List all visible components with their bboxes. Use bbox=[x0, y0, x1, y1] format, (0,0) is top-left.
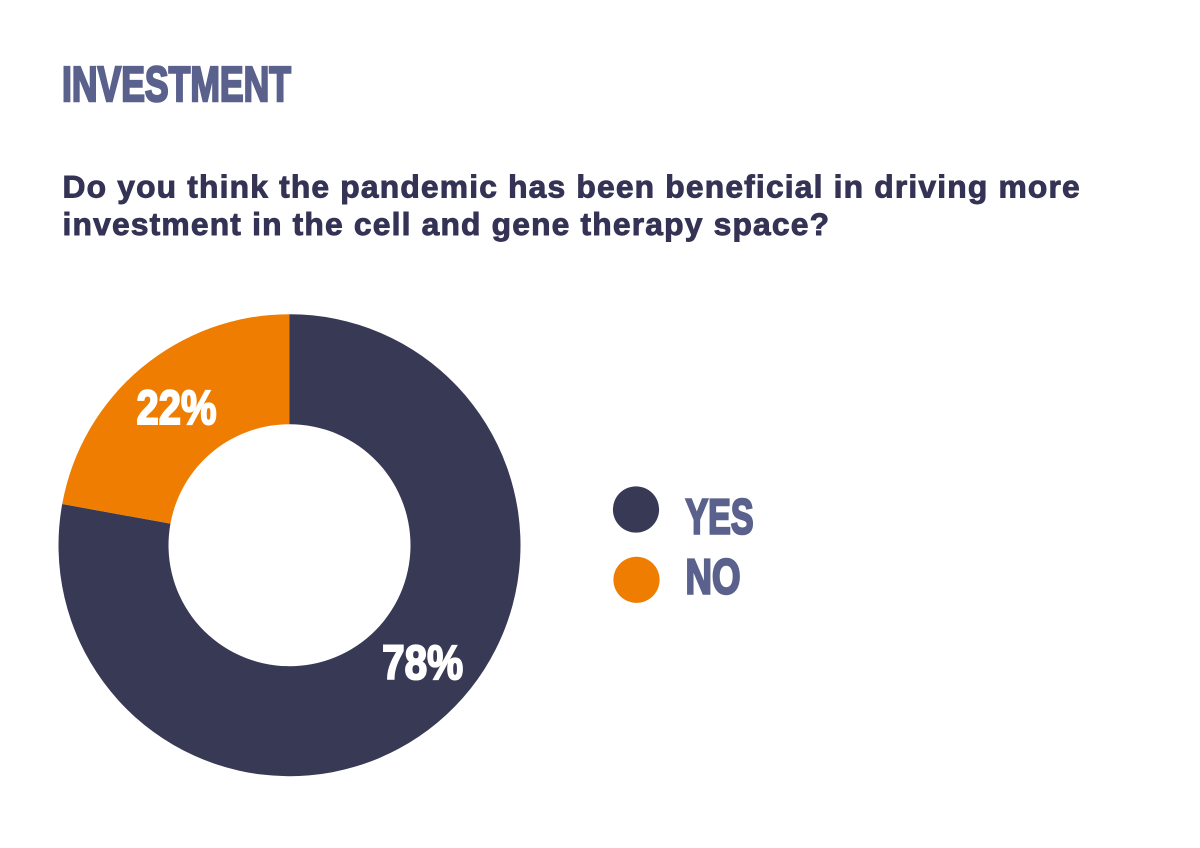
svg-text:78%: 78% bbox=[382, 636, 463, 690]
svg-text:investment in the cell and gen: investment in the cell and gene therapy … bbox=[63, 206, 831, 242]
svg-text:22%: 22% bbox=[137, 381, 217, 435]
svg-text:NO: NO bbox=[686, 550, 741, 605]
svg-text:Do you think the pandemic has: Do you think the pandemic has been benef… bbox=[63, 169, 1081, 205]
svg-text:INVESTMENT: INVESTMENT bbox=[62, 57, 291, 112]
svg-text:YES: YES bbox=[686, 490, 754, 545]
